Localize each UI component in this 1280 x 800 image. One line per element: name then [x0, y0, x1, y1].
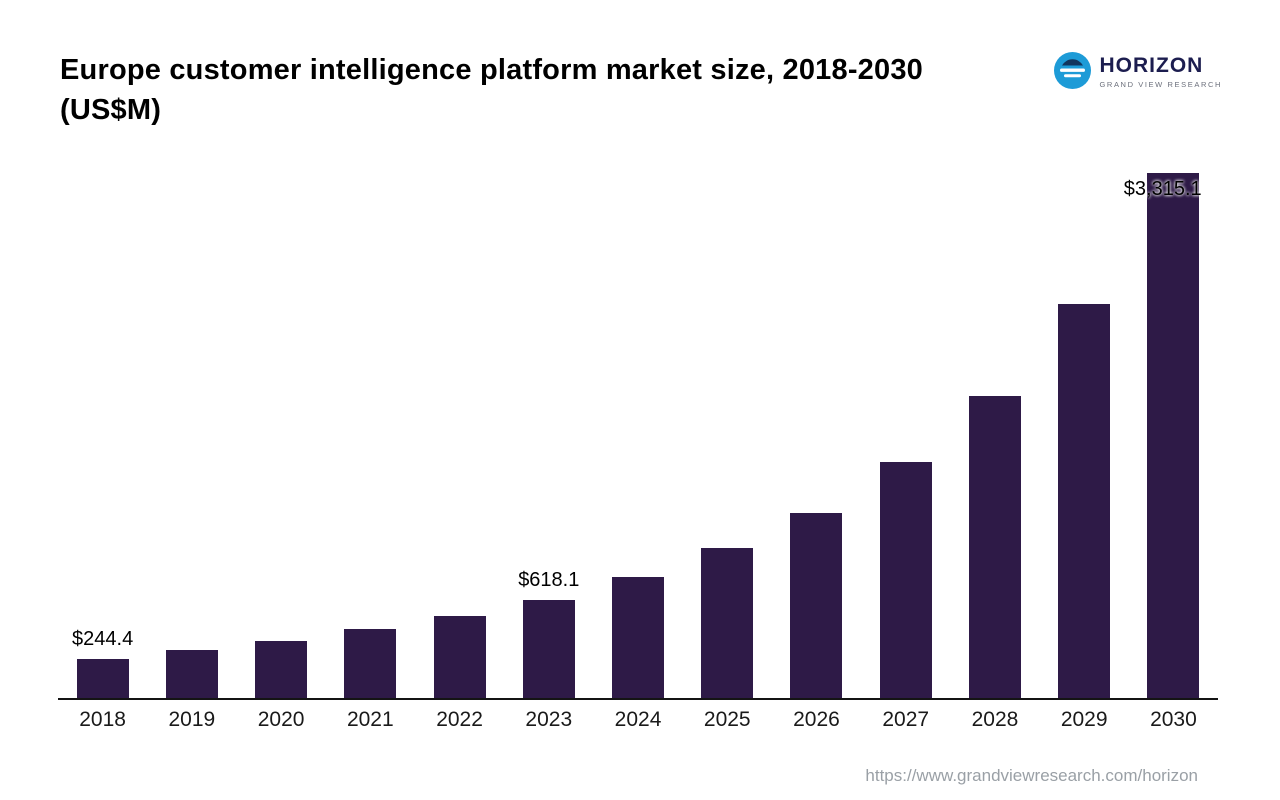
bar-slot: [593, 168, 682, 698]
x-tick-2018: 2018: [79, 708, 126, 731]
x-tick-2023: 2023: [525, 708, 573, 731]
x-tick-2020: 2020: [257, 708, 305, 731]
bar-2025: [701, 548, 754, 698]
x-tick-2028: 2028: [971, 708, 1019, 731]
bar-slot: $618.1: [504, 168, 593, 698]
x-tick-2019: 2019: [168, 708, 216, 731]
x-tick-2030: 2030: [1150, 708, 1197, 731]
x-tick-2024: 2024: [614, 708, 662, 731]
bar-2029: [1058, 304, 1111, 698]
chart-plot-area: $244.4 $618.1 $3,315.1: [58, 168, 1218, 700]
x-tick-2026: 2026: [793, 708, 840, 731]
bar-slot: [415, 168, 504, 698]
bar-slot: $244.4: [58, 168, 147, 698]
x-tick-2022: 2022: [436, 708, 483, 731]
data-label-2030: $3,315.1: [1123, 178, 1202, 200]
bar-2026: [790, 513, 843, 698]
bar-slot: [683, 168, 772, 698]
bar-2024: [612, 577, 665, 698]
bar-slot: [326, 168, 415, 698]
horizon-circle-icon: [1053, 52, 1091, 89]
bar-2021: [344, 629, 397, 698]
data-label-2018: $244.4: [72, 628, 134, 650]
bar-2027: [879, 462, 932, 698]
bar-2019: [165, 650, 218, 698]
brand-logo: HORIZON GRAND VIEW RESEARCH: [1053, 52, 1223, 89]
bar-2023: [522, 600, 575, 698]
source-url-link[interactable]: https://www.grandviewresearch.com/horizo…: [865, 766, 1198, 785]
bar-2020: [255, 641, 308, 698]
bar-2022: [433, 616, 486, 698]
bar-slot: [861, 168, 950, 698]
x-tick-2025: 2025: [703, 708, 751, 731]
bar-slot: [147, 168, 236, 698]
chart-title-line1: Europe customer intelligence platform ma…: [60, 54, 923, 86]
chart-title-line2: (US$M): [60, 94, 162, 127]
x-tick-2027: 2027: [882, 708, 930, 731]
x-tick-2021: 2021: [346, 708, 394, 731]
brand-name: HORIZON: [1099, 54, 1204, 77]
data-label-2023: $618.1: [518, 569, 580, 591]
bar-slot: [772, 168, 861, 698]
bar-2028: [968, 396, 1021, 698]
bar-slot: [950, 168, 1039, 698]
bar-2030: [1147, 173, 1200, 698]
bars-row: $244.4 $618.1 $3,315.1: [58, 168, 1218, 698]
bar-2018: [76, 659, 129, 698]
bar-slot: [236, 168, 325, 698]
x-axis-labels: 2018 2019 2020 2021 2022 2023 2024 2025 2026 2027…: [58, 708, 1218, 732]
chart-title: Europe customer intelligence platform ma…: [60, 50, 1050, 130]
bar-slot: [1040, 168, 1129, 698]
x-tick-2029: 2029: [1060, 708, 1108, 731]
brand-logo-text: HORIZON GRAND VIEW RESEARCH: [1100, 52, 1223, 89]
brand-subtitle: GRAND VIEW RESEARCH: [1099, 80, 1222, 89]
bar-slot: $3,315.1: [1124, 168, 1218, 698]
